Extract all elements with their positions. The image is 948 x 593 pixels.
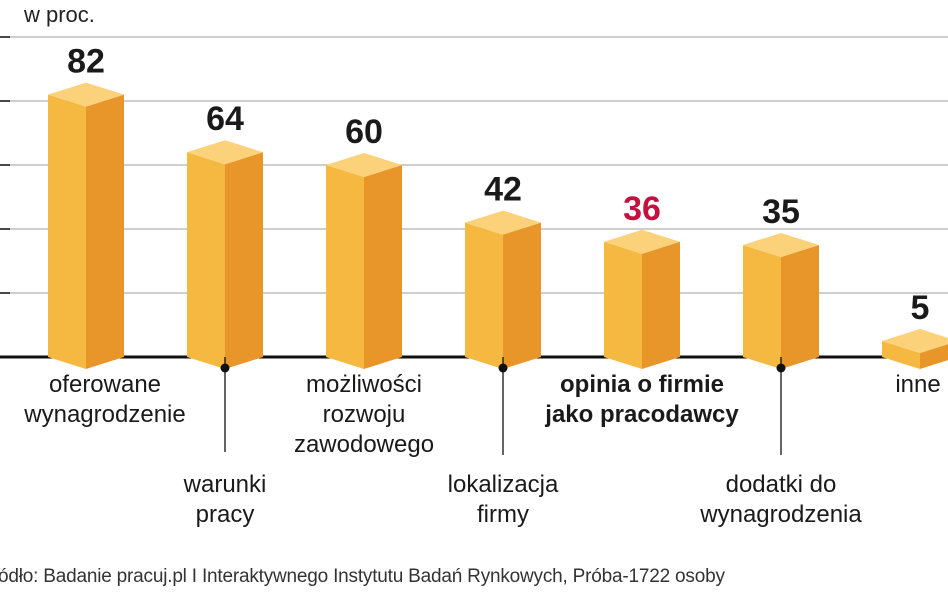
bar-top xyxy=(604,229,680,254)
data-label: 82 xyxy=(67,43,105,81)
bar-side xyxy=(364,165,402,369)
bar-front xyxy=(882,341,920,369)
bar-front xyxy=(48,94,86,369)
data-label: 35 xyxy=(762,193,800,231)
x-tick-label: oferowane wynagrodzenie xyxy=(24,371,186,428)
bar-top xyxy=(326,153,402,177)
bar-side xyxy=(920,344,948,369)
x-tick-label: inne xyxy=(895,371,941,398)
bar-front xyxy=(187,152,225,369)
source-note: ódło: Badanie pracuj.pl I Interaktywnego… xyxy=(0,566,725,587)
x-tick-label: opinia o firmie jako pracodawcy xyxy=(545,371,739,428)
bar-front xyxy=(604,241,642,369)
x-tick-label: możliwości rozwoju zawodowego xyxy=(293,371,435,458)
bar-side xyxy=(225,152,263,369)
bar-side xyxy=(86,94,124,369)
data-label: 64 xyxy=(206,100,244,138)
bar-top xyxy=(187,140,263,165)
bar-side xyxy=(503,222,541,369)
data-label: 5 xyxy=(911,289,930,327)
bar-top xyxy=(743,233,819,257)
bar-side xyxy=(781,245,819,369)
label-dot xyxy=(776,363,786,373)
data-label: 42 xyxy=(484,171,522,209)
bar-front xyxy=(743,245,781,369)
bar-front xyxy=(326,165,364,369)
bar-top xyxy=(882,329,948,353)
x-tick-label: dodatki do wynagrodzenia xyxy=(700,471,862,528)
bar-top xyxy=(48,82,124,107)
label-dot xyxy=(498,363,508,373)
bar-top xyxy=(465,210,541,235)
x-tick-label: warunki pracy xyxy=(183,471,267,528)
x-tick-label: lokalizacja firmy xyxy=(447,471,559,528)
y-axis-label: w proc. xyxy=(24,2,95,27)
bar-front xyxy=(465,222,503,369)
data-label: 36 xyxy=(623,190,661,228)
label-dot xyxy=(220,363,230,373)
bar-side xyxy=(642,241,680,369)
data-label: 60 xyxy=(345,113,383,151)
